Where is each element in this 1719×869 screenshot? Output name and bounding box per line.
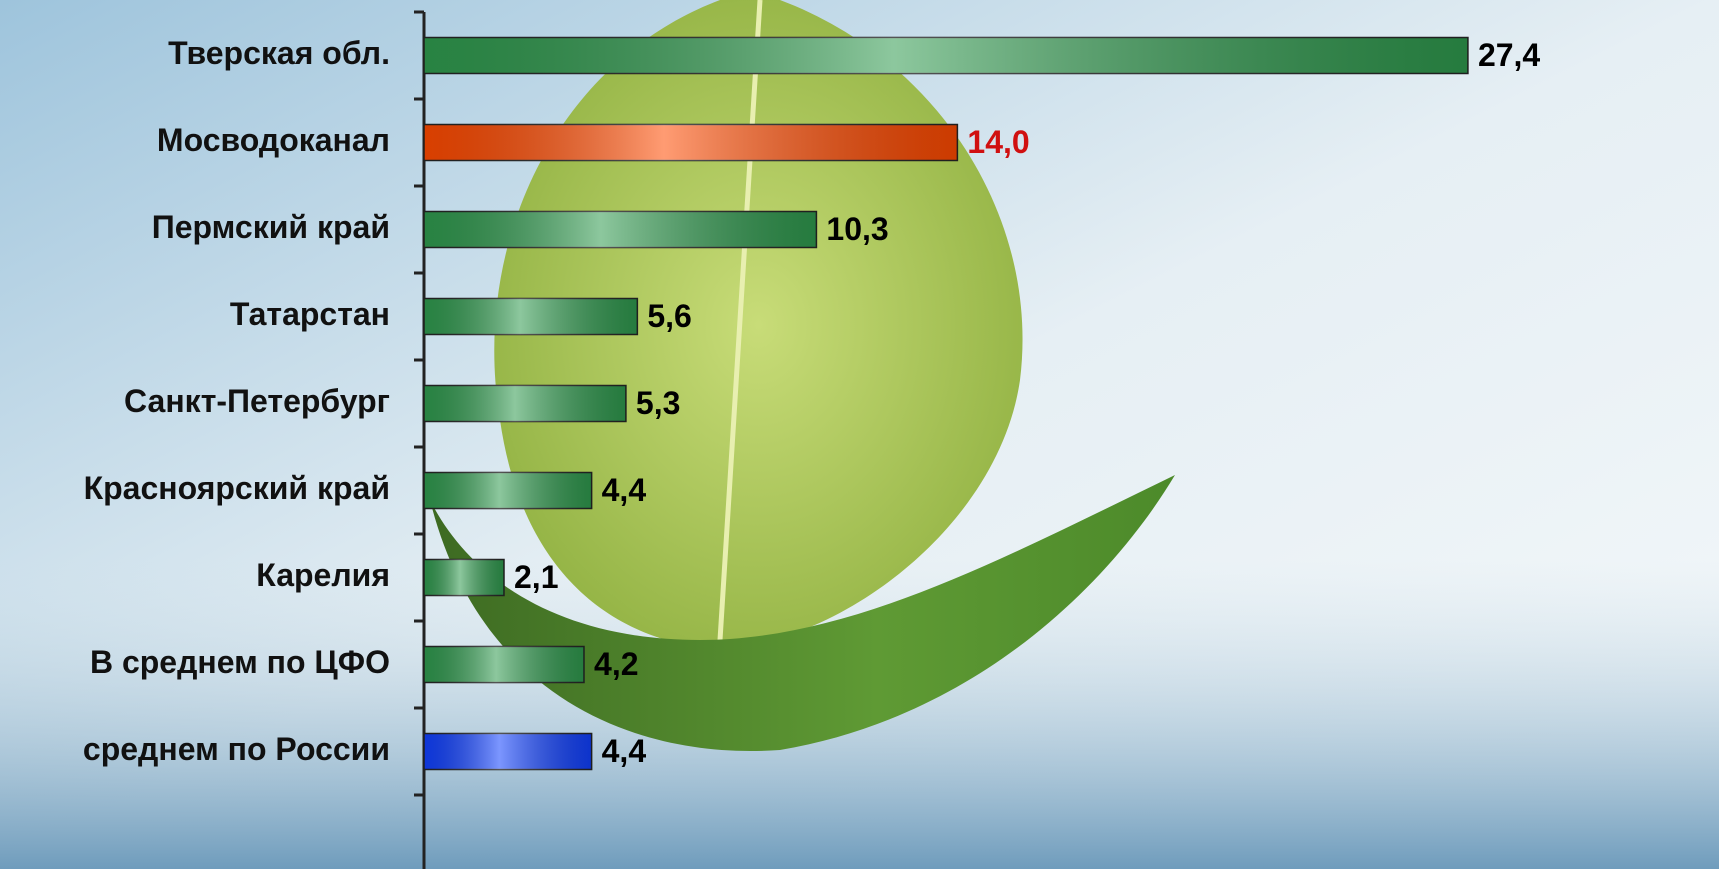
bar-shine xyxy=(424,472,592,509)
category-label: Санкт-Петербург xyxy=(124,383,390,419)
value-label: 4,4 xyxy=(602,733,647,769)
bar-shine xyxy=(424,646,585,683)
category-label: Красноярский край xyxy=(84,470,390,506)
category-label: Татарстан xyxy=(230,296,390,332)
bar-shine xyxy=(424,385,626,422)
value-label: 14,0 xyxy=(967,124,1029,160)
value-label: 5,6 xyxy=(647,298,691,334)
value-label: 27,4 xyxy=(1478,37,1540,73)
value-label: 4,4 xyxy=(602,472,647,508)
value-label: 4,2 xyxy=(594,646,638,682)
value-label: 2,1 xyxy=(514,559,558,595)
category-label: Пермский край xyxy=(152,209,390,245)
bar-shine xyxy=(424,559,505,596)
category-label: В среднем по ЦФО xyxy=(90,644,390,680)
category-label: Тверская обл. xyxy=(168,35,390,71)
bar-shine xyxy=(424,733,592,770)
category-label: среднем по России xyxy=(83,731,390,767)
category-label: Мосводоканал xyxy=(157,122,390,158)
value-label: 5,3 xyxy=(636,385,680,421)
bar-shine xyxy=(424,298,638,335)
bar-shine xyxy=(424,124,958,161)
category-label: Карелия xyxy=(256,557,390,593)
plot: Тверская обл. 27,4 Мосводоканал 14,0 Пермски… xyxy=(83,10,1540,869)
value-label: 10,3 xyxy=(826,211,888,247)
bar-shine xyxy=(424,37,1468,74)
bar-shine xyxy=(424,211,817,248)
